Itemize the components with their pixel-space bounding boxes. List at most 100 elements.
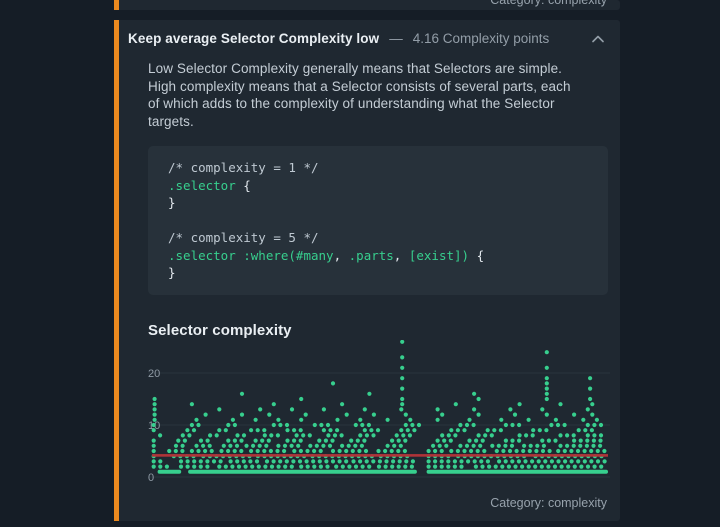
data-point [602, 459, 607, 464]
data-point [312, 464, 317, 469]
data-point [366, 422, 371, 427]
data-point [459, 459, 464, 464]
data-point [439, 459, 444, 464]
data-point [266, 438, 271, 443]
data-point [251, 443, 256, 448]
data-point [544, 375, 549, 381]
data-point [392, 443, 397, 448]
data-point [558, 443, 563, 448]
data-point [284, 422, 290, 427]
data-point [267, 412, 272, 417]
data-point [595, 459, 601, 464]
data-point [152, 401, 157, 407]
data-point [239, 391, 245, 396]
code-token-pun: { [469, 247, 485, 263]
data-point [205, 459, 210, 464]
description-line: Low Selector Complexity generally means … [148, 61, 563, 76]
data-point [239, 412, 245, 417]
data-point [462, 448, 467, 453]
data-point [471, 443, 476, 448]
data-point [344, 412, 349, 417]
data-point [390, 438, 395, 443]
data-point [455, 427, 460, 433]
data-point [404, 459, 409, 464]
data-point [433, 464, 438, 469]
data-point [189, 422, 194, 427]
data-point [268, 448, 273, 453]
data-point [503, 443, 508, 448]
data-point [377, 459, 382, 464]
code-token-pun: } [168, 265, 176, 281]
data-point [307, 433, 312, 438]
data-point [566, 464, 571, 469]
data-point [164, 464, 169, 469]
data-point [351, 459, 356, 464]
data-point [330, 381, 336, 386]
data-point [353, 443, 358, 448]
data-point [292, 438, 297, 443]
data-point [262, 433, 267, 438]
data-point [500, 464, 505, 469]
data-point [558, 433, 563, 438]
data-point [158, 459, 163, 464]
data-point [471, 422, 476, 427]
guideline-title: Keep average Selector Complexity low [128, 30, 380, 46]
data-point [211, 459, 217, 464]
data-point [408, 417, 413, 422]
data-point [514, 448, 519, 453]
data-point [446, 459, 451, 464]
y-axis-tick-label: 0 [148, 472, 154, 484]
data-point [317, 459, 322, 464]
data-point [435, 417, 440, 422]
data-point [363, 448, 369, 453]
data-point [353, 464, 359, 469]
data-point [503, 422, 508, 427]
data-point [173, 443, 179, 448]
data-point [264, 459, 270, 464]
data-point [399, 407, 404, 412]
data-point [528, 443, 533, 448]
data-point [543, 459, 548, 464]
data-point [464, 422, 470, 427]
collapse-button[interactable] [589, 29, 607, 47]
data-point [458, 443, 463, 448]
data-point [533, 464, 538, 469]
data-point [321, 407, 326, 412]
data-point [244, 443, 249, 448]
data-point [375, 427, 381, 433]
data-point [412, 427, 417, 433]
data-point [572, 464, 577, 469]
data-point [299, 417, 304, 422]
data-point [278, 459, 283, 464]
data-point [416, 422, 422, 427]
data-point [189, 401, 194, 407]
data-point [578, 443, 583, 448]
data-point [410, 422, 415, 427]
data-point [390, 464, 395, 469]
data-point [485, 427, 490, 433]
data-point [431, 443, 436, 448]
data-point [359, 443, 364, 448]
data-point [271, 422, 276, 427]
data-point [376, 464, 382, 469]
data-point [367, 464, 372, 469]
data-point [324, 459, 329, 464]
data-point [466, 459, 471, 464]
data-point [508, 407, 513, 412]
data-point [453, 433, 458, 438]
data-point [572, 438, 577, 443]
data-point [569, 459, 574, 464]
data-point [444, 443, 449, 448]
data-point [198, 459, 203, 464]
data-point [269, 433, 274, 438]
data-point [260, 438, 265, 443]
card-header: Keep average Selector Complexity low — 4… [119, 20, 620, 47]
data-point [469, 448, 474, 453]
chevron-up-icon [592, 31, 604, 46]
data-point [585, 438, 590, 443]
data-point [510, 422, 515, 427]
data-point-run [157, 469, 182, 474]
data-point [449, 448, 454, 453]
data-point [264, 443, 269, 448]
data-point [391, 459, 396, 464]
